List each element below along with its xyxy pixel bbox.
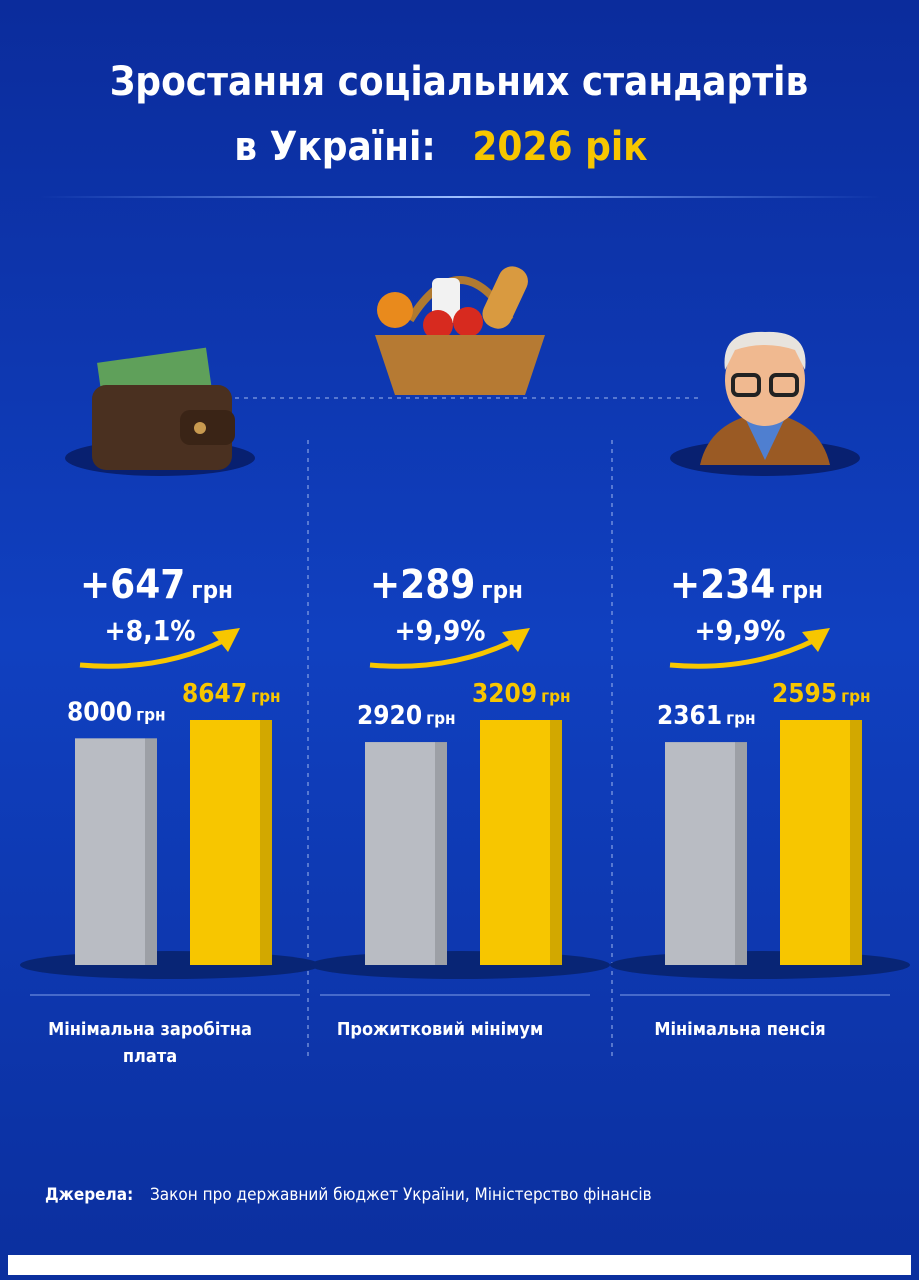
title-highlight: 2026 рік	[472, 124, 647, 170]
value-number: 3209	[472, 679, 537, 709]
value-number: 2361	[657, 701, 722, 731]
bar	[665, 742, 747, 965]
value-number: 2595	[772, 679, 837, 709]
value-label: 2595 грн	[772, 679, 871, 709]
source-label: Джерела:	[45, 1185, 133, 1205]
category-label: Мінімальна заробітна	[48, 1019, 252, 1040]
trend-arrow	[369, 637, 517, 669]
bar-side	[260, 720, 272, 965]
change-percent: +8,1%	[105, 614, 196, 647]
bar-side	[145, 738, 157, 965]
value-number: 2920	[357, 701, 422, 731]
source-text: Закон про державний бюджет України, Міні…	[150, 1185, 652, 1205]
category-label: Прожитковий мінімум	[337, 1019, 543, 1040]
change-number: +234	[670, 562, 775, 608]
bar	[480, 720, 562, 965]
basket-icon	[375, 266, 545, 395]
bar	[190, 720, 272, 965]
change-unit: грн	[481, 576, 523, 604]
wallet-icon	[65, 347, 255, 476]
value-label: 2920 грн	[357, 701, 456, 731]
trend-arrow	[669, 637, 817, 669]
value-unit: грн	[136, 705, 166, 725]
title-line: в Україні:	[234, 124, 435, 170]
change-label: +234 грн	[670, 562, 823, 608]
value-unit: грн	[841, 687, 871, 707]
value-label: 3209 грн	[472, 679, 571, 709]
value-unit: грн	[426, 709, 456, 729]
category-label: Мінімальна пенсія	[654, 1019, 825, 1040]
value-label: 2361 грн	[657, 701, 756, 731]
trend-arrowhead	[802, 628, 830, 652]
value-label: 8647 грн	[182, 679, 281, 709]
bar-side	[735, 742, 747, 965]
bar-shadow	[610, 951, 910, 979]
bar	[75, 738, 157, 965]
grandpa-icon	[670, 331, 860, 476]
bar-shadow	[20, 951, 320, 979]
trend-arrowhead	[212, 628, 240, 652]
value-unit: грн	[251, 687, 281, 707]
change-unit: грн	[191, 576, 233, 604]
category-label: плата	[123, 1046, 177, 1067]
bar-side	[850, 720, 862, 965]
bar-side	[435, 742, 447, 965]
change-percent: +9,9%	[395, 614, 486, 647]
value-label: 8000 грн	[67, 697, 166, 727]
trend-arrowhead	[502, 628, 530, 652]
change-unit: грн	[781, 576, 823, 604]
bar-side	[550, 720, 562, 965]
change-number: +647	[80, 562, 185, 608]
change-label: +289 грн	[370, 562, 523, 608]
bar	[365, 742, 447, 965]
title-line: Зростання соціальних стандартів	[110, 59, 809, 105]
bar	[780, 720, 862, 965]
change-number: +289	[370, 562, 475, 608]
bottom-strip	[8, 1255, 911, 1275]
value-number: 8647	[182, 679, 247, 709]
trend-arrow	[79, 637, 227, 669]
change-percent: +9,9%	[695, 614, 786, 647]
value-number: 8000	[67, 697, 132, 727]
value-unit: грн	[541, 687, 571, 707]
divider	[40, 196, 880, 198]
change-label: +647 грн	[80, 562, 233, 608]
bar-shadow	[310, 951, 610, 979]
value-unit: грн	[726, 709, 756, 729]
